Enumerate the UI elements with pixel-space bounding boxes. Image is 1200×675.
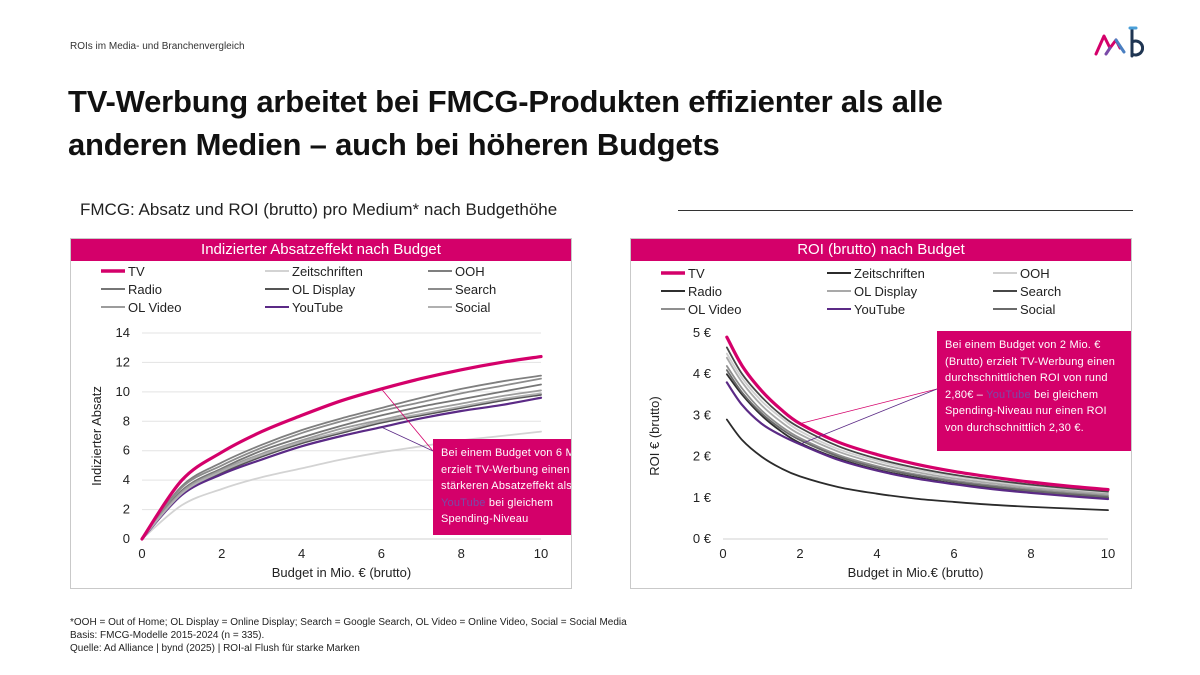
panel-absatz: Indizierter Absatzeffekt nach Budget TV Z… <box>70 238 572 589</box>
absatz-y-tick-label: 12 <box>116 354 130 369</box>
roi-legend-label-zeitschriften: Zeitschriften <box>854 266 925 281</box>
roi-y-tick-label: 1 € <box>693 490 712 505</box>
roi-legend-label-radio: Radio <box>688 284 722 299</box>
roi-legend-label-ooh: OOH <box>1020 266 1050 281</box>
absatz-series-line-search <box>141 377 542 540</box>
absatz-callout-text-before: Bei einem Budget von 6 Mio. € erzielt TV… <box>441 447 571 492</box>
absatz-x-tick-label: 2 <box>218 546 225 561</box>
absatz-callout-pointer-youtube <box>381 426 434 452</box>
absatz-x-tick-label: 10 <box>534 546 548 561</box>
panel-roi: ROI (brutto) nach Budget TV Zeitschriften… <box>630 238 1132 589</box>
footnotes: *OOH = Out of Home; OL Display = Online … <box>70 616 627 655</box>
subtitle-divider <box>678 210 1133 211</box>
page-title: TV-Werbung arbeitet bei FMCG-Produkten e… <box>68 80 1128 166</box>
roi-x-tick-label: 6 <box>950 546 957 561</box>
absatz-legend-label-zeitschriften: Zeitschriften <box>292 264 363 279</box>
roi-series-line-ooh <box>725 352 1109 494</box>
roi-x-tick-label: 0 <box>719 546 726 561</box>
absatz-series-line-tv <box>140 354 543 541</box>
panel-title-absatz: Indizierter Absatzeffekt nach Budget <box>71 239 571 261</box>
roi-series-line-zeitschriften <box>725 418 1109 512</box>
roi-x-tick-label: 2 <box>796 546 803 561</box>
roi-legend-label-social: Social <box>1020 302 1056 317</box>
roi-series-line-ol-video <box>725 365 1109 497</box>
absatz-callout-text: Bei einem Budget von 6 Mio. € erzielt TV… <box>441 445 571 528</box>
absatz-callout-highlight: YouTube <box>441 496 486 509</box>
footnote-source: Quelle: Ad Alliance | bynd (2025) | ROI-… <box>70 643 360 654</box>
roi-callout-text-before: Bei einem Budget von 2 Mio. € (Brutto) e… <box>945 339 1116 401</box>
ad-alliance-bynd-logo <box>1094 26 1144 58</box>
absatz-x-tick-label: 4 <box>298 546 305 561</box>
roi-y-tick-label: 5 € <box>693 325 712 340</box>
chart-absatz: TV Zeitschriften OOH Radio OL Display Search O… <box>89 264 571 580</box>
roi-series-line-youtube <box>725 381 1110 501</box>
roi-legend-label-tv: TV <box>688 266 705 281</box>
roi-series-line-tv <box>725 335 1110 492</box>
roi-callout-text: Bei einem Budget von 2 Mio. € (Brutto) e… <box>945 337 1127 436</box>
roi-x-axis-label: Budget in Mio.€ (brutto) <box>848 565 984 580</box>
chart-roi: TV Zeitschriften OOH Radio OL Display Search O… <box>647 266 1131 580</box>
absatz-legend-label-social: Social <box>455 300 491 315</box>
absatz-callout: Bei einem Budget von 6 Mio. € erzielt TV… <box>441 445 571 528</box>
absatz-y-tick-label: 8 <box>123 413 130 428</box>
absatz-legend-label-radio: Radio <box>128 282 162 297</box>
panel-title-roi: ROI (brutto) nach Budget <box>631 239 1131 261</box>
absatz-series-line-ol-video <box>141 389 542 540</box>
roi-legend-label-ol-display: OL Display <box>854 284 918 299</box>
roi-y-tick-label: 4 € <box>693 366 712 381</box>
absatz-callout-pointer-tv <box>381 388 434 452</box>
roi-callout-text-after: bei gleichem Spending-Niveau nur einen R… <box>945 388 1107 434</box>
roi-y-tick-label: 3 € <box>693 407 712 422</box>
absatz-legend-label-search: Search <box>455 282 496 297</box>
breadcrumb: ROIs im Media- und Branchenvergleich <box>70 41 245 52</box>
roi-legend-label-youtube: YouTube <box>854 302 905 317</box>
absatz-y-tick-label: 14 <box>116 325 130 340</box>
roi-series-line-social <box>725 369 1109 498</box>
roi-series-line-search <box>725 346 1109 493</box>
absatz-x-tick-label: 0 <box>138 546 145 561</box>
absatz-callout-box <box>433 439 571 535</box>
absatz-y-tick-label: 2 <box>123 502 130 517</box>
roi-legend-label-ol-video: OL Video <box>688 302 742 317</box>
roi-legend-label-search: Search <box>1020 284 1061 299</box>
footnote-abbreviations: *OOH = Out of Home; OL Display = Online … <box>70 617 627 628</box>
absatz-x-tick-label: 8 <box>458 546 465 561</box>
title-line-1: TV-Werbung arbeitet bei FMCG-Produkten e… <box>68 84 943 119</box>
title-line-2: anderen Medien – auch bei höheren Budget… <box>68 127 720 162</box>
absatz-y-tick-label: 4 <box>123 472 130 487</box>
absatz-series-line-social <box>141 392 542 540</box>
absatz-legend-label-ol-display: OL Display <box>292 282 356 297</box>
roi-callout: Bei einem Budget von 2 Mio. € (Brutto) e… <box>945 337 1127 436</box>
roi-callout-box <box>937 331 1131 451</box>
roi-x-tick-label: 4 <box>873 546 880 561</box>
roi-y-axis-label: ROI € (brutto) <box>647 396 662 475</box>
absatz-legend-label-tv: TV <box>128 264 145 279</box>
absatz-legend-label-youtube: YouTube <box>292 300 343 315</box>
absatz-y-tick-label: 10 <box>116 384 130 399</box>
absatz-y-tick-label: 0 <box>123 531 130 546</box>
roi-y-tick-label: 0 € <box>693 531 712 546</box>
footnote-basis: Basis: FMCG-Modelle 2015-2024 (n = 335). <box>70 630 265 641</box>
absatz-series-line-ol-display <box>141 393 542 540</box>
absatz-series-line-radio <box>141 383 542 540</box>
roi-x-tick-label: 10 <box>1101 546 1115 561</box>
absatz-legend-label-ol-video: OL Video <box>128 300 182 315</box>
absatz-series-line-youtube <box>140 396 543 541</box>
absatz-y-axis-label: Indizierter Absatz <box>89 386 104 486</box>
roi-callout-pointer-youtube <box>799 388 938 445</box>
absatz-series-line-ooh <box>141 374 542 540</box>
roi-callout-pointer-tv <box>799 388 938 425</box>
roi-callout-highlight: YouTube <box>986 388 1031 401</box>
absatz-legend-label-ooh: OOH <box>455 264 485 279</box>
roi-series-line-ol-display <box>725 356 1109 495</box>
absatz-callout-text-after: bei gleichem Spending-Niveau <box>441 496 554 526</box>
roi-y-tick-label: 2 € <box>693 449 712 464</box>
absatz-x-tick-label: 6 <box>378 546 385 561</box>
roi-x-tick-label: 8 <box>1027 546 1034 561</box>
absatz-y-tick-label: 6 <box>123 443 130 458</box>
absatz-x-axis-label: Budget in Mio. € (brutto) <box>272 565 411 580</box>
chart-subtitle: FMCG: Absatz und ROI (brutto) pro Medium… <box>80 200 558 219</box>
